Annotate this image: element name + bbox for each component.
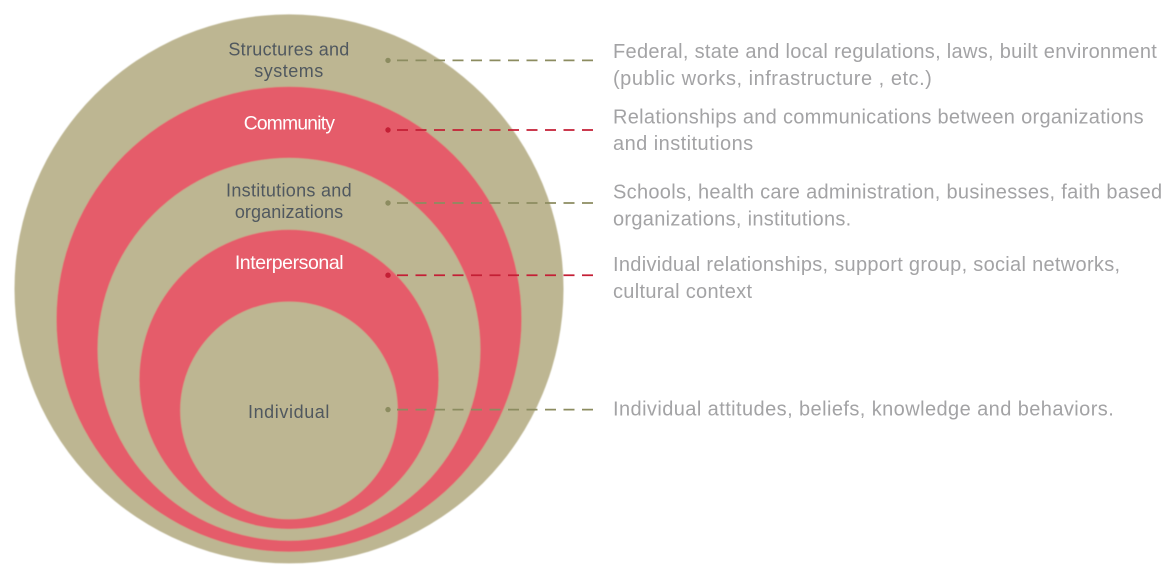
svg-text:Community: Community [244, 113, 336, 134]
svg-text:Structures and: Structures and [228, 40, 349, 60]
svg-text:Individual relationships, supp: Individual relationships, support group,… [613, 254, 1120, 276]
svg-text:and institutions: and institutions [613, 133, 754, 155]
svg-text:Schools, health care administr: Schools, health care administration, bus… [613, 182, 1162, 204]
svg-text:Individual attitudes, beliefs,: Individual attitudes, beliefs, knowledge… [613, 399, 1114, 421]
svg-text:Institutions and: Institutions and [226, 181, 352, 201]
svg-text:Interpersonal: Interpersonal [235, 252, 343, 274]
svg-text:Individual: Individual [248, 402, 330, 422]
svg-text:Relationships and communicatio: Relationships and communications between… [613, 106, 1144, 128]
svg-text:cultural context: cultural context [613, 281, 752, 303]
svg-text:(public works, infrastructure: (public works, infrastructure , etc.) [613, 68, 932, 90]
svg-text:systems: systems [254, 61, 324, 81]
svg-text:organizations: organizations [235, 202, 343, 222]
svg-text:Federal, state and local regul: Federal, state and local regulations, la… [613, 41, 1157, 63]
svg-text:organizations, institutions.: organizations, institutions. [613, 208, 852, 230]
